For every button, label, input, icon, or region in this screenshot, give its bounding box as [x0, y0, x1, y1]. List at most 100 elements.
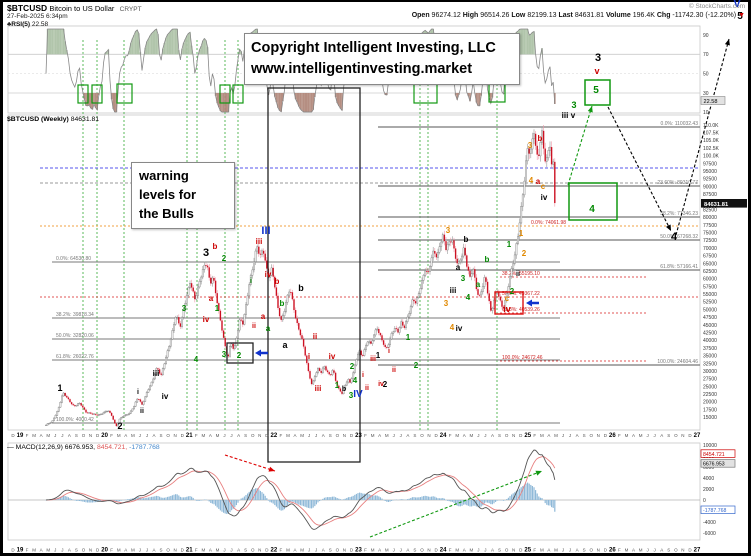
year-tick: 19 [17, 433, 24, 439]
month-tick: J [308, 433, 310, 438]
month-tick: J [562, 433, 564, 438]
wave-label: 2 [117, 421, 122, 431]
wave-label: 3 [222, 350, 227, 359]
month-tick: M [131, 548, 135, 553]
fib-label: 100.0%: 24604.46 [657, 359, 698, 365]
month-tick: S [667, 433, 670, 438]
price-tick: 75000 [703, 230, 717, 236]
fib-label: 0.0%: 110032.43 [661, 121, 699, 127]
month-tick: J [54, 548, 56, 553]
month-tick: O [505, 433, 509, 438]
wave-label: 3 [444, 299, 449, 308]
month-tick: D [181, 433, 185, 438]
month-tick: A [547, 433, 550, 438]
wave-label: 3 [461, 274, 466, 283]
price-tick: 102.5K [703, 146, 720, 152]
month-tick: J [569, 548, 571, 553]
wave-label: iii [256, 237, 263, 246]
warning-line-1: warning [139, 168, 189, 183]
year-tick: 23 [355, 548, 362, 554]
fib-label: 0.0%: 74061.98 [531, 220, 566, 226]
year-tick: 23 [355, 433, 362, 439]
month-tick: A [576, 548, 579, 553]
fib-label: 50.0%: 67268.32 [660, 234, 698, 240]
month-tick: A [576, 433, 579, 438]
low-value: 82199.13 [527, 12, 557, 19]
month-tick: F [195, 433, 198, 438]
month-tick: N [258, 433, 261, 438]
month-tick: D [265, 433, 269, 438]
wave-label: 2 [522, 249, 527, 258]
month-tick: J [654, 433, 656, 438]
macd-line [45, 449, 556, 530]
macd-value: 6676.953, [64, 444, 96, 451]
month-tick: F [533, 433, 536, 438]
month-tick: A [322, 548, 325, 553]
wave-label: 1 [406, 333, 411, 342]
wave-label: v [571, 111, 576, 120]
month-tick: A [209, 433, 212, 438]
month-tick: A [237, 548, 240, 553]
month-tick: M [371, 433, 375, 438]
price-tick: 110.0K [703, 123, 719, 129]
wave-label: 2 [414, 361, 419, 370]
wave-label: c [541, 182, 546, 191]
month-tick: S [75, 433, 78, 438]
wave-label: 3 [446, 226, 451, 235]
fib-label: 61.8%: 26022.76 [56, 354, 94, 360]
price-tick: 80000 [703, 215, 717, 221]
high-value: 96514.26 [480, 12, 510, 19]
fib-label: 100.0%: 24672.46 [502, 355, 543, 361]
macd-tick: 2000 [703, 487, 714, 493]
year-tick: 24 [440, 433, 447, 439]
month-tick: F [364, 548, 367, 553]
rsi-oversold-box [77, 84, 89, 104]
wave-label: 1 [335, 381, 340, 390]
month-tick: M [117, 548, 121, 553]
svg-text:6676.953: 6676.953 [703, 462, 725, 468]
month-tick: N [174, 548, 177, 553]
wave-label: iv [378, 381, 384, 388]
month-tick: A [40, 548, 43, 553]
month-tick: A [406, 548, 409, 553]
wave-label: iv [456, 324, 463, 333]
month-tick: J [139, 433, 141, 438]
month-tick: S [75, 548, 78, 553]
price-tick: 70000 [703, 246, 717, 252]
macd-tick: -4000 [703, 520, 716, 526]
rsi-axis: 90 70 50 30 10 22.58 [700, 33, 726, 116]
low-label: Low [511, 12, 526, 19]
blue-arrow-icon [526, 299, 539, 307]
month-tick: M [117, 433, 121, 438]
price-legend-symbol: $BTCUSD (Weekly) [7, 116, 69, 123]
wave-label: 1 [507, 240, 512, 249]
month-tick: O [336, 433, 340, 438]
price-tick: 32500 [703, 361, 717, 367]
wave-label: ii [516, 271, 520, 278]
month-tick: O [674, 548, 678, 553]
month-tick: J [400, 548, 402, 553]
month-tick: N [343, 433, 346, 438]
wave-label: 5 [593, 85, 599, 96]
wave-label: 3 [528, 141, 533, 150]
month-tick: F [26, 548, 29, 553]
wave-label: iii [370, 356, 376, 363]
price-tick: 42500 [703, 330, 717, 336]
wave-label: a [266, 324, 271, 333]
wave-label: 1 [376, 351, 381, 360]
month-tick: N [512, 548, 515, 553]
month-tick: J [139, 548, 141, 553]
month-tick: N [89, 433, 92, 438]
month-tick: D [519, 548, 523, 553]
month-tick: J [223, 548, 225, 553]
wave-label: 4 [529, 176, 534, 185]
month-tick: S [583, 433, 586, 438]
wave-label: b [275, 277, 280, 286]
month-tick: D [519, 433, 523, 438]
month-tick: A [547, 548, 550, 553]
rsi-oversold-box [116, 83, 133, 104]
price-tick: 60000 [703, 277, 717, 283]
month-tick: F [26, 433, 29, 438]
wave-label: i [362, 372, 364, 379]
wave-label: iii [562, 111, 569, 120]
